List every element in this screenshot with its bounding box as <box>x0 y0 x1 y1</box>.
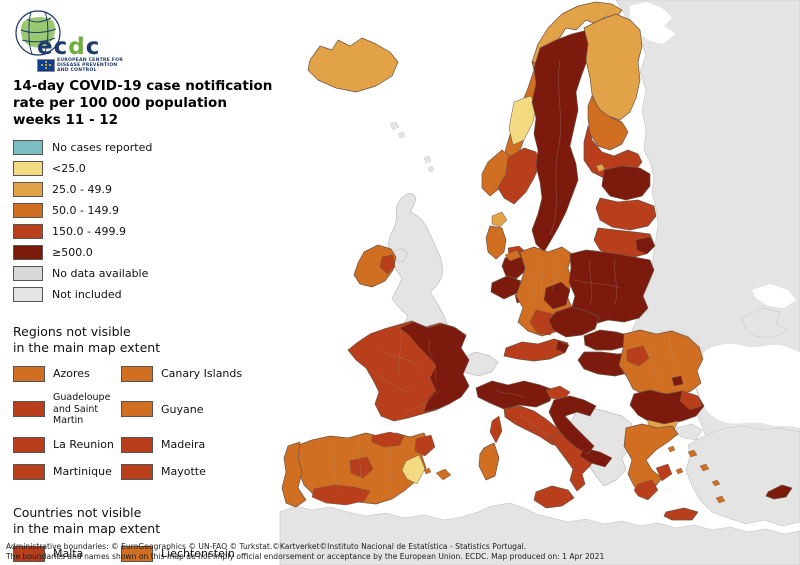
regions-not-visible-list: Azores Canary Islands Guadeloupe and Sai… <box>13 365 285 481</box>
map-region-sardinia <box>478 442 500 481</box>
map-region-finland-mid <box>587 95 629 151</box>
map-region-crete <box>663 507 699 521</box>
map-region-madrid <box>349 456 374 479</box>
map-region-corsica <box>489 415 503 444</box>
region-item-guyane: Guyane <box>121 392 271 427</box>
map-region-slovenia <box>545 385 571 401</box>
map-region-andalusia <box>311 484 371 506</box>
map-region-faroe-islands <box>389 121 406 139</box>
map-region-finland-north <box>583 13 643 121</box>
eu-flag-icon <box>37 59 55 72</box>
legend-item: Not included <box>13 286 285 302</box>
legend-swatch-lt25 <box>13 160 43 176</box>
legend-swatch-no-data <box>13 265 43 281</box>
legend-item: 25.0 - 49.9 <box>13 181 285 197</box>
map-region-catalonia <box>414 434 436 457</box>
region-item-azores: Azores <box>13 365 121 382</box>
region-item-martinique: Martinique <box>13 464 121 481</box>
map-title: 14-day COVID-19 case notification rate p… <box>13 78 273 128</box>
region-item-la-reunion: La Reunion <box>13 437 121 454</box>
map-region-spain-north <box>371 431 405 448</box>
white-sea <box>630 2 676 44</box>
map-region-romania <box>618 329 704 396</box>
legend-swatch-ge500 <box>13 244 43 260</box>
region-item-madeira: Madeira <box>121 437 271 454</box>
map-region-sicily <box>533 485 575 509</box>
legend-swatch-25-49 <box>13 181 43 197</box>
regions-section-title: Regions not visible in the main map exte… <box>13 324 161 355</box>
map-region-france-east <box>399 321 470 413</box>
map-region-italy-north <box>475 380 555 410</box>
map-region-ireland <box>353 244 397 288</box>
legend-swatch-not-included <box>13 286 43 302</box>
legend-swatch-150-499 <box>13 223 43 239</box>
rate-legend: No cases reported <25.0 25.0 - 49.9 50.0… <box>13 139 285 302</box>
map-region-latvia <box>595 197 657 231</box>
region-item-guadeloupe: Guadeloupe and Saint Martin <box>13 392 121 427</box>
legend-item: No data available <box>13 265 285 281</box>
map-region-austria-east <box>555 340 570 354</box>
map-region-ireland-east <box>379 254 396 275</box>
map-region-valencia <box>401 454 426 485</box>
ecdc-logo: ecdc EUROPEAN CENTRE FOR DISEASE PREVENT… <box>13 6 285 74</box>
map-region-germany-south <box>529 309 559 336</box>
map-attribution: Administrative boundaries: © EuroGeograp… <box>6 542 604 562</box>
attribution-line-2: The boundaries and names shown on this m… <box>6 552 605 561</box>
legend-swatch-50-149 <box>13 202 43 218</box>
legend-swatch-no-cases <box>13 139 43 155</box>
map-region-poland <box>568 249 655 325</box>
map-region-norway-inner <box>508 95 538 146</box>
legend-item: No cases reported <box>13 139 285 155</box>
map-region-germany-east <box>543 281 571 310</box>
map-region-estonia <box>601 165 651 201</box>
map-region-crimea <box>741 307 789 339</box>
country-item-malta: Malta <box>13 546 121 563</box>
country-item-liechtenstein: Liechtenstein <box>121 546 271 563</box>
countries-section-title: Countries not visible in the main map ex… <box>13 504 161 536</box>
map-region-denmark-north <box>491 211 508 228</box>
map-region-bulgaria-northeast <box>679 390 703 411</box>
region-item-canary-islands: Canary Islands <box>121 365 271 382</box>
legend-item: <25.0 <box>13 160 285 176</box>
legend-item: 50.0 - 149.9 <box>13 202 285 218</box>
map-region-peloponnese <box>633 479 659 501</box>
map-region-bucharest <box>671 375 684 387</box>
map-region-norway-southeast <box>497 147 541 205</box>
map-region-cyprus <box>765 484 793 500</box>
map-region-croatia <box>548 395 597 455</box>
legend-item: ≥500.0 <box>13 244 285 260</box>
sea-of-azov <box>752 284 796 308</box>
legend-item: 150.0 - 499.9 <box>13 223 285 239</box>
map-region-iceland <box>307 37 399 93</box>
map-region-balearic-islands <box>423 467 452 481</box>
map-region-netherlands-north <box>504 249 522 262</box>
map-region-portugal <box>281 441 307 508</box>
map-region-aland <box>595 163 606 173</box>
map-region-attica <box>655 463 673 482</box>
countries-not-visible-list: Malta Liechtenstein <box>13 546 285 563</box>
black-sea <box>697 344 800 428</box>
map-region-czechia <box>548 306 600 338</box>
ecdc-globe-icon <box>15 10 61 56</box>
map-region-shetland <box>423 155 435 173</box>
attribution-line-1: Administrative boundaries: © EuroGeograp… <box>6 542 527 551</box>
region-item-mayotte: Mayotte <box>121 464 271 481</box>
map-region-turkey <box>685 425 800 527</box>
map-region-denmark-jutland <box>485 225 507 260</box>
map-region-turkey-europe <box>675 423 703 441</box>
map-region-greece <box>623 423 679 495</box>
legend-panel: ecdc EUROPEAN CENTRE FOR DISEASE PREVENT… <box>13 6 285 565</box>
map-region-north-africa <box>279 502 800 565</box>
map-region-aegean-islands <box>667 445 726 504</box>
map-region-romania-west <box>626 345 650 367</box>
map-region-lithuania-southeast <box>635 236 656 255</box>
ecdc-org-name: EUROPEAN CENTRE FOR DISEASE PREVENTION A… <box>57 58 123 74</box>
ecdc-wordmark: ecdc <box>37 34 101 60</box>
nuts-boundaries <box>329 59 675 491</box>
map-region-austria <box>503 338 569 362</box>
